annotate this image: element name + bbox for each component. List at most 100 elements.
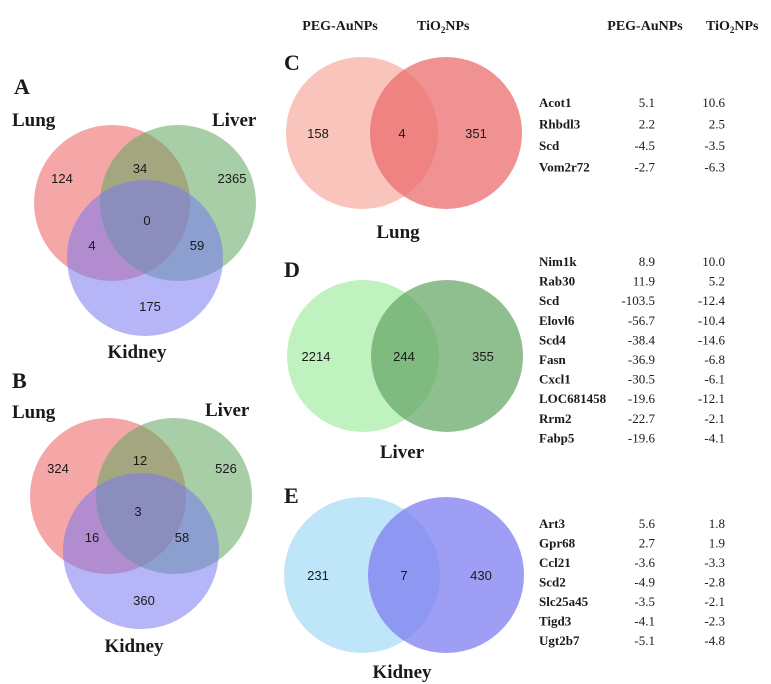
panel-b-count-liver-kidney: 58 bbox=[175, 530, 189, 545]
panel-d-gene-table: Nim1k 8.9 10.0 Rab30 11.9 5.2 Scd -103.5 -12.4 El… bbox=[539, 254, 725, 445]
panel-b-count-lung-only: 324 bbox=[47, 461, 69, 476]
gene-name: Elovl6 bbox=[539, 313, 575, 328]
header-tio2-top: TiO2NPs bbox=[417, 19, 470, 35]
panel-b: B Lung Liver 324 12 526 3 16 58 360 Kidn… bbox=[12, 368, 252, 657]
tio2-fold-change: -12.4 bbox=[698, 293, 726, 308]
panel-e-count-tio2-only: 430 bbox=[470, 568, 492, 583]
gene-name: Scd bbox=[539, 138, 560, 153]
panel-a-count-kidney-only: 175 bbox=[139, 299, 161, 314]
panel-a-liver-label: Liver bbox=[212, 110, 257, 131]
gene-name: Nim1k bbox=[539, 254, 577, 269]
peg-fold-change: 8.9 bbox=[639, 254, 655, 269]
panel-c-count-tio2-only: 351 bbox=[465, 126, 487, 141]
panel-a-count-liver-kidney: 59 bbox=[190, 238, 204, 253]
peg-fold-change: -4.1 bbox=[634, 614, 655, 629]
tio2-fold-change: -3.3 bbox=[704, 555, 725, 570]
peg-fold-change: -4.5 bbox=[634, 138, 655, 153]
gene-name: Vom2r72 bbox=[539, 160, 590, 175]
tio2-fold-change: -4.1 bbox=[704, 430, 725, 445]
panel-c-tio2-circle bbox=[370, 57, 522, 209]
tio2-fold-change: 10.0 bbox=[702, 254, 725, 269]
panel-d-count-peg-only: 2214 bbox=[302, 349, 331, 364]
panel-a-count-lung-liver: 34 bbox=[133, 161, 147, 176]
panel-b-kidney-circle bbox=[63, 473, 219, 629]
panel-b-count-lung-liver: 12 bbox=[133, 453, 147, 468]
panel-b-count-lung-kidney: 16 bbox=[85, 530, 99, 545]
panel-d-letter: D bbox=[284, 257, 300, 282]
tio2-fold-change: -6.8 bbox=[704, 352, 725, 367]
panel-a-kidney-label: Kidney bbox=[107, 342, 167, 363]
panel-d-count-shared: 244 bbox=[393, 349, 415, 364]
panel-b-count-all: 3 bbox=[134, 504, 141, 519]
gene-name: Scd4 bbox=[539, 332, 566, 347]
peg-fold-change: -36.9 bbox=[628, 352, 655, 367]
gene-name: Scd bbox=[539, 293, 560, 308]
panel-d-count-tio2-only: 355 bbox=[472, 349, 494, 364]
gene-name: Slc25a45 bbox=[539, 594, 589, 609]
tio2-fold-change: 1.8 bbox=[709, 516, 725, 531]
gene-name: Cxcl1 bbox=[539, 372, 571, 387]
gene-name: Gpr68 bbox=[539, 536, 576, 551]
panel-a-count-lung-only: 124 bbox=[51, 171, 73, 186]
panel-c: C 158 4 351 Lung bbox=[284, 50, 522, 243]
panel-c-letter: C bbox=[284, 50, 300, 75]
panel-e-tio2-circle bbox=[368, 497, 524, 653]
header-tio2-table: TiO2NPs bbox=[706, 19, 759, 35]
panel-a-count-all: 0 bbox=[143, 213, 150, 228]
peg-fold-change: -22.7 bbox=[628, 411, 656, 426]
peg-fold-change: -30.5 bbox=[628, 372, 655, 387]
panel-a-letter: A bbox=[14, 74, 30, 99]
panel-b-letter: B bbox=[12, 368, 27, 393]
gene-name: Fasn bbox=[539, 352, 567, 367]
panel-b-lung-label: Lung bbox=[12, 402, 56, 423]
panel-e-organ-label: Kidney bbox=[372, 662, 432, 683]
panel-c-gene-table: Acot1 5.1 10.6 Rhbdl3 2.2 2.5 Scd -4.5 -3.5 Vom2r… bbox=[539, 95, 726, 175]
panel-a: A Lung Liver 124 34 2365 0 4 59 175 Kidn… bbox=[12, 74, 257, 363]
panel-c-count-shared: 4 bbox=[398, 126, 405, 141]
peg-fold-change: 2.2 bbox=[639, 117, 655, 132]
panel-c-organ-label: Lung bbox=[376, 222, 420, 243]
peg-fold-change: -103.5 bbox=[621, 293, 655, 308]
panel-e: E 231 7 430 Kidney bbox=[284, 483, 524, 683]
panel-e-gene-table: Art3 5.6 1.8 Gpr68 2.7 1.9 Ccl21 -3.6 -3.3 Scd2 -4… bbox=[539, 516, 725, 648]
peg-fold-change: -38.4 bbox=[628, 332, 656, 347]
tio2-fold-change: -14.6 bbox=[698, 332, 726, 347]
header-peg-table: PEG-AuNPs bbox=[607, 19, 683, 34]
panel-b-count-kidney-only: 360 bbox=[133, 593, 155, 608]
tio2-fold-change: 5.2 bbox=[709, 274, 725, 289]
panel-a-count-lung-kidney: 4 bbox=[88, 238, 95, 253]
peg-fold-change: -2.7 bbox=[634, 160, 655, 175]
panel-a-lung-label: Lung bbox=[12, 110, 56, 131]
tio2-fold-change: 10.6 bbox=[702, 95, 725, 110]
peg-fold-change: -3.6 bbox=[634, 555, 655, 570]
tio2-fold-change: -2.3 bbox=[704, 614, 725, 629]
gene-name: Art3 bbox=[539, 516, 565, 531]
peg-fold-change: -19.6 bbox=[628, 430, 656, 445]
gene-name: Rhbdl3 bbox=[539, 117, 581, 132]
gene-name: Rab30 bbox=[539, 274, 575, 289]
tio2-fold-change: -6.1 bbox=[704, 372, 725, 387]
tio2-fold-change: -6.3 bbox=[704, 160, 725, 175]
peg-fold-change: -4.9 bbox=[634, 575, 655, 590]
peg-fold-change: 2.7 bbox=[639, 536, 656, 551]
tio2-fold-change: 2.5 bbox=[709, 117, 725, 132]
peg-fold-change: -56.7 bbox=[628, 313, 656, 328]
panel-a-kidney-circle bbox=[67, 180, 223, 336]
panel-b-count-liver-only: 526 bbox=[215, 461, 237, 476]
peg-fold-change: 5.1 bbox=[639, 95, 655, 110]
panel-d: D 2214 244 355 Liver bbox=[284, 257, 523, 463]
gene-name: Ccl21 bbox=[539, 555, 571, 570]
peg-fold-change: 11.9 bbox=[633, 274, 655, 289]
tio2-fold-change: -3.5 bbox=[704, 138, 725, 153]
tio2-fold-change: -2.1 bbox=[704, 594, 725, 609]
peg-fold-change: -5.1 bbox=[634, 633, 655, 648]
panel-e-count-shared: 7 bbox=[400, 568, 407, 583]
tio2-fold-change: -10.4 bbox=[698, 313, 726, 328]
peg-fold-change: -19.6 bbox=[628, 391, 656, 406]
gene-name: Rrm2 bbox=[539, 411, 572, 426]
gene-name: Tigd3 bbox=[539, 614, 572, 629]
tio2-fold-change: -2.8 bbox=[704, 575, 725, 590]
gene-name: Scd2 bbox=[539, 575, 566, 590]
panel-b-kidney-label: Kidney bbox=[104, 636, 164, 657]
